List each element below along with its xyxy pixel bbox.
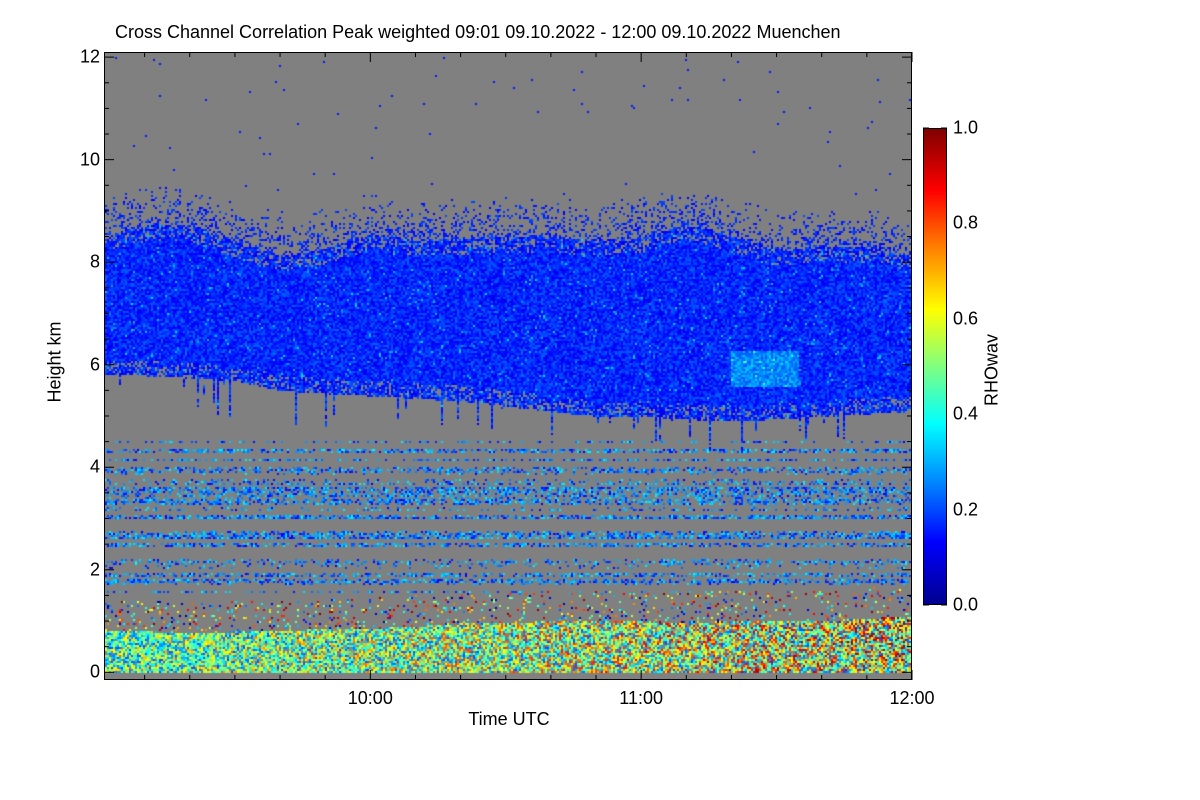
x-axis-label: Time UTC [468,709,550,729]
colorbar-tick-label: 0.8 [953,212,979,233]
y-axis-label: Height km [44,321,65,403]
y-tick-label: 0 [89,661,100,682]
y-tick-label: 4 [89,456,100,477]
colorbar-label: RHOwav [981,333,1002,407]
heatmap-image [105,53,911,679]
colorbar-tick-label: 0.0 [953,594,979,615]
y-tick-label: 12 [79,46,100,67]
chart-title: Cross Channel Correlation Peak weighted … [115,22,841,42]
x-tick-label: 12:00 [889,688,935,708]
colorbar [923,128,947,605]
y-tick-label: 2 [89,559,100,580]
colorbar-tick-label: 0.6 [953,308,979,329]
x-tick-label: 11:00 [619,688,664,708]
x-tick-label: 10:00 [347,688,393,708]
y-tick-label: 6 [89,354,100,375]
colorbar-tick-label: 0.2 [953,499,979,520]
y-tick-label: 8 [89,251,100,272]
y-tick-label: 10 [79,149,100,170]
colorbar-tick-label: 1.0 [953,117,979,138]
colorbar-tick-label: 0.4 [953,403,979,424]
